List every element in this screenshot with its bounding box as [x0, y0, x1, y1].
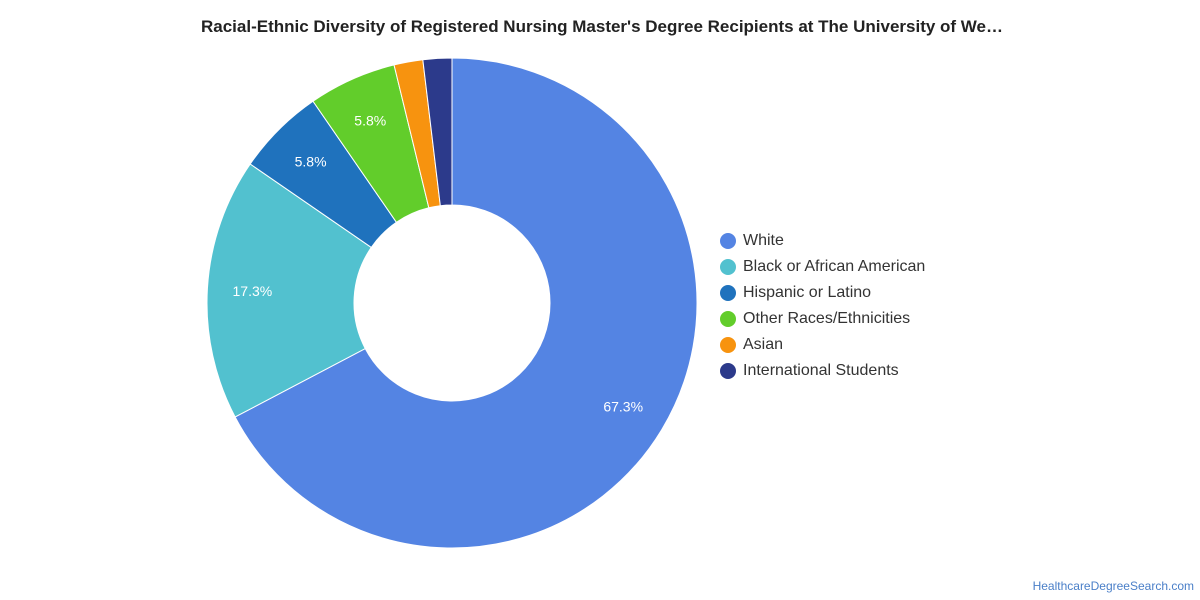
slice-white[interactable]	[234, 57, 698, 549]
legend-label: Hispanic or Latino	[743, 284, 872, 301]
legend-item[interactable]: Other Races/Ethnicities	[720, 306, 925, 332]
source-credit[interactable]: HealthcareDegreeSearch.com	[1032, 579, 1194, 593]
legend-item[interactable]: International Students	[720, 358, 925, 384]
legend-item[interactable]: Hispanic or Latino	[720, 280, 925, 306]
legend-marker	[720, 233, 736, 249]
legend-marker	[720, 259, 736, 275]
slice-label: 67.3%	[603, 398, 643, 414]
legend-label: Other Races/Ethnicities	[743, 310, 911, 327]
slice-label: 5.8%	[295, 154, 327, 170]
legend-label: White	[743, 232, 784, 249]
slice-label: 17.3%	[233, 283, 273, 299]
chart-legend: White Black or African American Hispanic o…	[720, 228, 925, 384]
legend-label: International Students	[743, 362, 899, 379]
legend-item[interactable]: Asian	[720, 332, 925, 358]
legend-item[interactable]: Black or African American	[720, 254, 925, 280]
legend-marker	[720, 285, 736, 301]
slice-black-or-african-american[interactable]	[206, 163, 372, 418]
chart-title: Racial-Ethnic Diversity of Registered Nu…	[200, 17, 1003, 36]
legend-marker	[720, 363, 736, 379]
legend-marker	[720, 337, 736, 353]
legend-item[interactable]: White	[720, 228, 925, 254]
slice-label: 5.8%	[354, 112, 386, 128]
legend-marker	[720, 311, 736, 327]
legend-label: Black or African American	[743, 258, 926, 275]
slice-international-students[interactable]	[422, 57, 453, 207]
legend-label: Asian	[743, 336, 784, 353]
